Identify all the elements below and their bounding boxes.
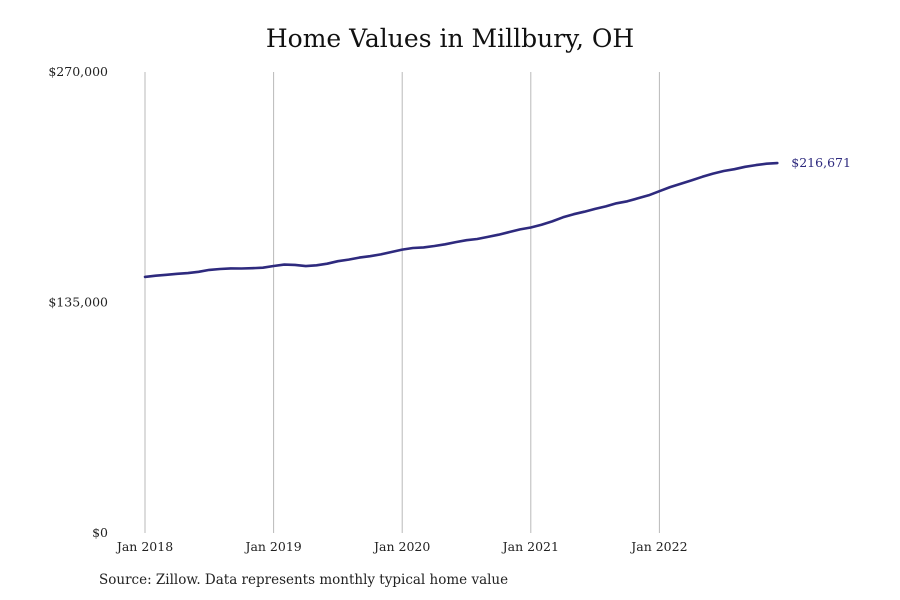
x-axis-ticks: Jan 2018 Jan 2019 Jan 2020 Jan 2021 Jan 2022 — [115, 539, 688, 554]
y-tick-label: $0 — [92, 525, 108, 540]
x-tick-label: Jan 2022 — [629, 539, 687, 554]
y-tick-label: $135,000 — [48, 295, 108, 310]
y-tick-label: $270,000 — [48, 64, 108, 79]
x-tick-label: Jan 2018 — [115, 539, 173, 554]
end-value-label: $216,671 — [791, 155, 851, 170]
source-note: Source: Zillow. Data represents monthly … — [99, 572, 509, 588]
y-axis-ticks: $0 $135,000 $270,000 — [48, 64, 108, 540]
x-tick-label: Jan 2021 — [501, 539, 559, 554]
chart-title: Home Values in Millbury, OH — [265, 24, 635, 53]
x-tick-label: Jan 2020 — [372, 539, 430, 554]
series-layer — [143, 161, 779, 279]
annotations: $216,671 — [791, 155, 851, 170]
series-line — [143, 161, 779, 279]
grid-lines — [144, 72, 660, 533]
x-tick-label: Jan 2019 — [243, 539, 301, 554]
